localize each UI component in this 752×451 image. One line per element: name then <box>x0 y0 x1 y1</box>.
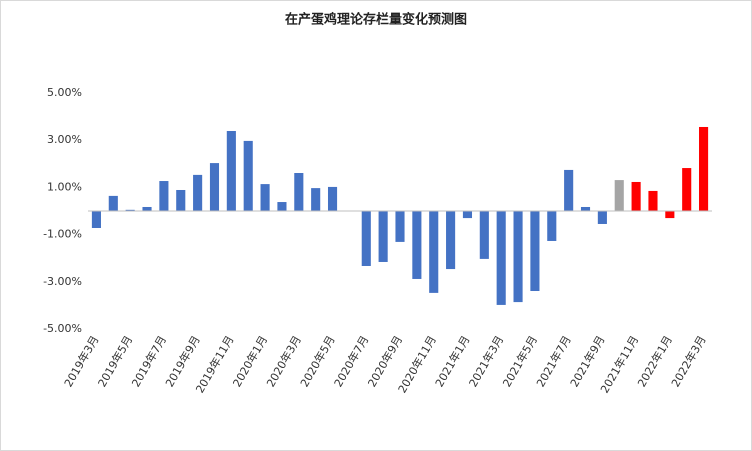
y-tick-label: 3.00% <box>47 133 82 146</box>
bar <box>479 211 489 259</box>
bar <box>142 206 152 211</box>
bar <box>91 211 101 228</box>
bar <box>361 211 371 266</box>
bar <box>665 211 675 219</box>
bar <box>513 211 523 303</box>
bar <box>378 211 388 262</box>
bar <box>243 140 253 211</box>
bar <box>108 195 118 211</box>
bar <box>294 173 304 211</box>
bar <box>311 188 321 211</box>
bar <box>277 202 287 211</box>
bar <box>530 211 540 292</box>
bar <box>176 189 186 211</box>
bar <box>597 211 607 224</box>
y-tick-label: -1.00% <box>43 228 82 241</box>
bar <box>682 168 692 211</box>
y-tick-label: -3.00% <box>43 275 82 288</box>
bar <box>412 211 422 279</box>
chart-title: 在产蛋鸡理论存栏量变化预测图 <box>285 12 467 28</box>
bar <box>429 211 439 293</box>
bar <box>614 180 624 211</box>
bar <box>226 130 236 211</box>
bar <box>125 209 135 211</box>
bar <box>496 211 506 305</box>
bar <box>547 211 557 241</box>
bar <box>648 190 658 211</box>
bar <box>260 184 270 211</box>
bar <box>699 126 709 211</box>
y-tick-label: -5.00% <box>43 322 82 335</box>
bar <box>327 186 338 211</box>
y-tick-label: 5.00% <box>47 86 82 99</box>
bar <box>193 174 203 211</box>
y-tick-label: 1.00% <box>47 180 82 193</box>
bar <box>395 211 405 242</box>
bar <box>446 211 456 270</box>
bar <box>631 181 641 211</box>
bar <box>159 181 169 211</box>
bar <box>462 211 473 219</box>
bar <box>564 169 574 211</box>
bar <box>580 206 591 211</box>
bar <box>209 163 220 211</box>
